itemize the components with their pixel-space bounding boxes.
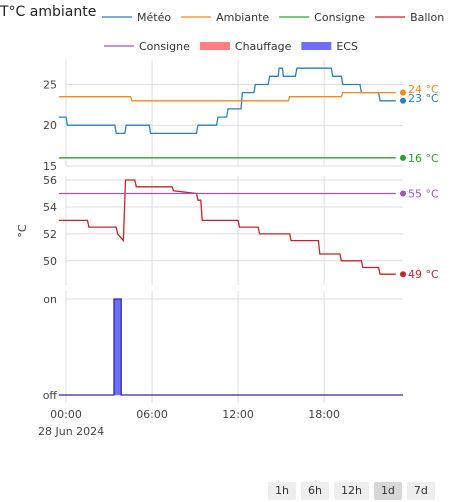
temperature-panel: 15 20 25 23 °C24 °C 16 °C: [43, 60, 439, 173]
card-title: T°C ambiante: [0, 4, 97, 20]
y-tick-label: 50: [43, 255, 57, 268]
series-end-label: 16 °C: [408, 152, 439, 165]
legend-label: ECS: [336, 40, 358, 53]
legend-label: Consigne: [139, 40, 190, 53]
legend-item-consigne[interactable]: Consigne: [104, 40, 190, 53]
legend-label: Météo: [137, 11, 171, 24]
series-end-marker: [400, 271, 406, 278]
x-tick-label: 06:00: [136, 408, 168, 421]
range-button-7d[interactable]: 7d: [406, 482, 435, 500]
y-axis-label: °C: [16, 224, 29, 238]
legend-swatch: [199, 42, 230, 50]
y-tick-label: 15: [43, 160, 57, 173]
x-tick-label: 00:00: [50, 408, 82, 421]
y-tick-label: on: [43, 293, 57, 306]
y-tick-label: 25: [43, 78, 57, 91]
legend: Météo Ambiante Consigne Ballon Consigne Chauf…: [102, 11, 444, 53]
series-line-meteo: [58, 67, 396, 135]
hot-water-panel: on off: [43, 291, 403, 403]
series-line-ecs: [58, 298, 403, 396]
legend-item-ecs[interactable]: ECS: [301, 40, 358, 53]
legend-label: Chauffage: [235, 40, 292, 53]
series-line-ambiante: [58, 91, 396, 102]
legend-item-ballon[interactable]: Ballon: [375, 11, 444, 24]
series-end-label: 23 °C: [408, 92, 439, 105]
range-selector: 1h 6h 12h 1d 7d: [268, 482, 435, 500]
series-line-ballon: [58, 179, 396, 275]
y-tick-label: off: [43, 389, 58, 402]
series-end-marker: [400, 154, 406, 161]
series-end-label: 55 °C: [408, 187, 439, 200]
range-button-12h[interactable]: 12h: [333, 482, 369, 500]
y-tick-label: 20: [43, 119, 57, 132]
series-end-marker: [400, 190, 406, 197]
y-tick-label: 52: [43, 228, 57, 241]
x-date-label: 28 Jun 2024: [38, 425, 104, 438]
range-button-6h[interactable]: 6h: [300, 482, 329, 500]
legend-label: Ballon: [410, 11, 444, 24]
ecs-active-bar: [114, 299, 122, 395]
series-end-label: 49 °C: [408, 268, 439, 281]
x-tick-label: 12:00: [222, 408, 254, 421]
y-tick-label: 54: [43, 201, 57, 214]
legend-swatch: [301, 42, 332, 50]
series-end-marker: [400, 97, 406, 104]
range-button-1d[interactable]: 1d: [373, 482, 402, 500]
range-button-1h[interactable]: 1h: [268, 482, 296, 500]
legend-label: Ambiante: [216, 11, 269, 24]
chart: Météo Ambiante Consigne Ballon Consigne Chauf…: [16, 11, 444, 438]
legend-item-meteo[interactable]: Météo: [102, 11, 171, 24]
legend-label: Consigne: [314, 11, 365, 24]
y-tick-label: 56: [43, 174, 57, 187]
legend-item-chauffage[interactable]: Chauffage: [199, 40, 292, 53]
boiler-panel: 50 52 54 56 49 °C 55 °C °C: [16, 174, 439, 285]
series-end-marker: [400, 89, 406, 96]
legend-item-ambiante[interactable]: Ambiante: [181, 11, 269, 24]
time-axis: 00:00 06:00 12:00 18:00 28 Jun 2024: [38, 408, 340, 438]
legend-item-consigne[interactable]: Consigne: [279, 11, 365, 24]
x-tick-label: 18:00: [308, 408, 340, 421]
series-end-label: 24 °C: [408, 83, 439, 96]
